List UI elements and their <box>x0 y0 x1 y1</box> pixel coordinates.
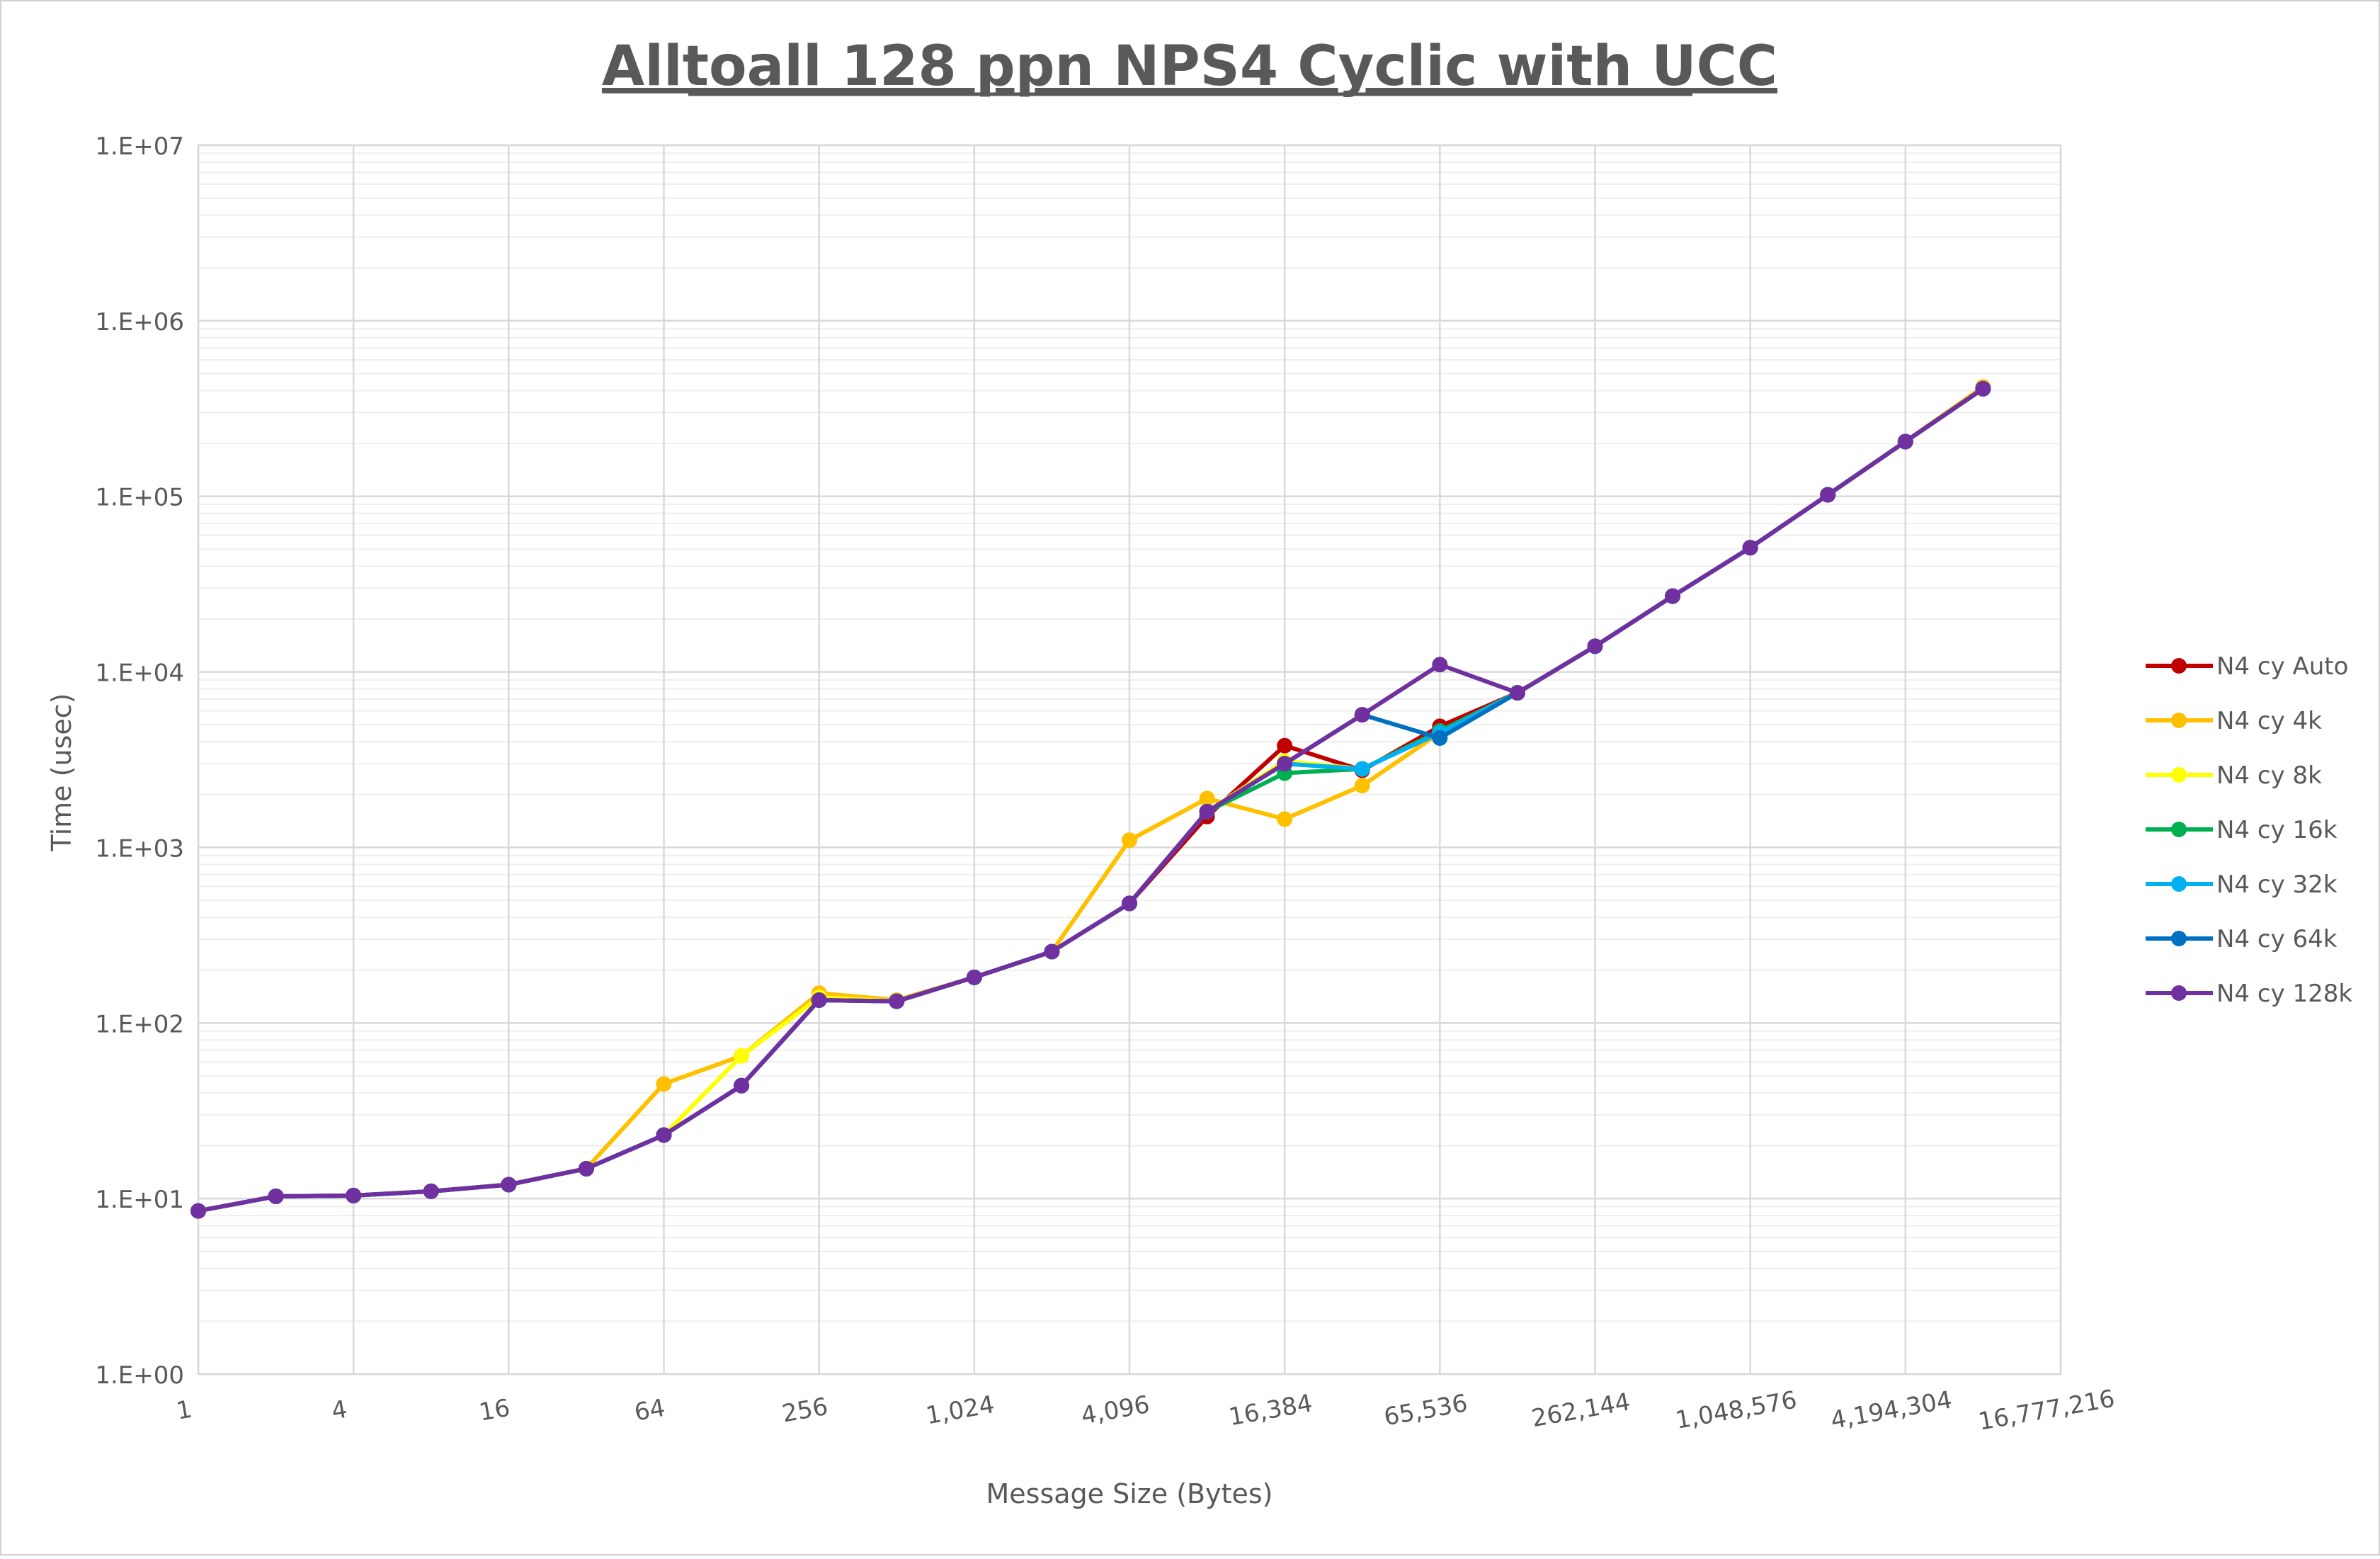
legend-item-n4-cy-16k: N4 cy 16k <box>2146 816 2338 844</box>
y-axis-label: Time (usec) <box>46 693 77 852</box>
data-point <box>1199 803 1215 820</box>
legend-item-n4-cy-64k: N4 cy 64k <box>2146 925 2338 953</box>
data-point <box>811 992 827 1008</box>
legend-label: N4 cy 4k <box>2216 707 2322 735</box>
data-point <box>1742 540 1758 556</box>
series-group <box>190 379 1991 1219</box>
legend-item-n4-cy-4k: N4 cy 4k <box>2146 707 2322 735</box>
data-point <box>1587 638 1603 654</box>
legend-item-n4-cy-32k: N4 cy 32k <box>2146 871 2338 899</box>
y-tick-label: 1.E+06 <box>95 308 184 336</box>
legend-swatch-marker <box>2171 822 2187 837</box>
x-tick-label: 64 <box>632 1394 668 1427</box>
y-tick-label: 1.E+07 <box>95 132 184 161</box>
x-axis-label: Message Size (Bytes) <box>986 1478 1273 1509</box>
legend-item-n4-cy-8k: N4 cy 8k <box>2146 761 2322 790</box>
data-point <box>1354 778 1370 794</box>
y-tick-label: 1.E+02 <box>95 1010 184 1038</box>
series-line-n4-cy-128k <box>198 387 1985 1213</box>
legend-swatch-marker <box>2171 767 2187 783</box>
data-point <box>1277 756 1293 772</box>
data-point <box>1509 685 1525 701</box>
data-point <box>1044 943 1060 960</box>
legend-swatch-marker <box>2171 931 2187 946</box>
legend-swatch-marker <box>2171 876 2187 892</box>
data-point <box>1432 730 1448 746</box>
data-point <box>656 1076 672 1092</box>
data-point <box>190 1203 206 1219</box>
data-point <box>1199 790 1215 807</box>
legend-item-n4-cy-128k: N4 cy 128k <box>2146 980 2352 1008</box>
data-point <box>1975 380 1991 397</box>
plot-area-frame <box>197 144 2062 1376</box>
legend-label: N4 cy 128k <box>2216 980 2352 1008</box>
data-point <box>1354 707 1370 723</box>
data-point <box>1277 737 1293 754</box>
data-point <box>889 993 905 1009</box>
data-point <box>1122 832 1137 849</box>
data-point <box>966 969 982 985</box>
legend-swatch-marker <box>2171 658 2187 674</box>
data-point <box>1122 895 1137 912</box>
data-point <box>656 1127 672 1143</box>
data-point <box>1277 811 1293 827</box>
data-point <box>501 1177 517 1193</box>
data-point <box>578 1160 594 1177</box>
data-point <box>1354 761 1370 777</box>
data-point <box>1665 588 1681 604</box>
legend-label: N4 cy 16k <box>2216 816 2338 844</box>
legend-swatch-marker <box>2171 985 2187 1001</box>
legend-label: N4 cy 32k <box>2216 871 2338 899</box>
data-point <box>346 1187 362 1203</box>
data-point <box>1897 433 1913 450</box>
data-point <box>423 1183 439 1199</box>
series-n4-cy-128k <box>190 380 1991 1219</box>
legend-item-n4-cy-auto: N4 cy Auto <box>2146 652 2348 681</box>
x-tick-label: 16 <box>477 1394 513 1427</box>
y-tick-label: 1.E+03 <box>95 834 184 863</box>
y-tick-label: 1.E+04 <box>95 659 184 688</box>
legend-label: N4 cy 8k <box>2216 761 2322 790</box>
legend-label: N4 cy 64k <box>2216 925 2338 953</box>
legend-label: N4 cy Auto <box>2216 652 2348 681</box>
grid <box>197 144 2062 1376</box>
data-point <box>734 1077 750 1094</box>
legend-swatch-marker <box>2171 713 2187 728</box>
y-tick-label: 1.E+05 <box>95 484 184 512</box>
data-point <box>1820 487 1836 503</box>
y-tick-label: 1.E+01 <box>95 1186 184 1214</box>
chart-title: Alltoall 128 ppn NPS4 Cyclic with UCC <box>602 35 1777 98</box>
y-tick-label: 1.E+00 <box>95 1361 184 1390</box>
data-point <box>734 1048 750 1064</box>
legend: N4 cy Auto N4 cy 4k N4 cy 8k N4 cy 16k N4 cy… <box>2146 652 2352 1008</box>
data-point <box>268 1188 284 1204</box>
data-point <box>1432 657 1448 673</box>
